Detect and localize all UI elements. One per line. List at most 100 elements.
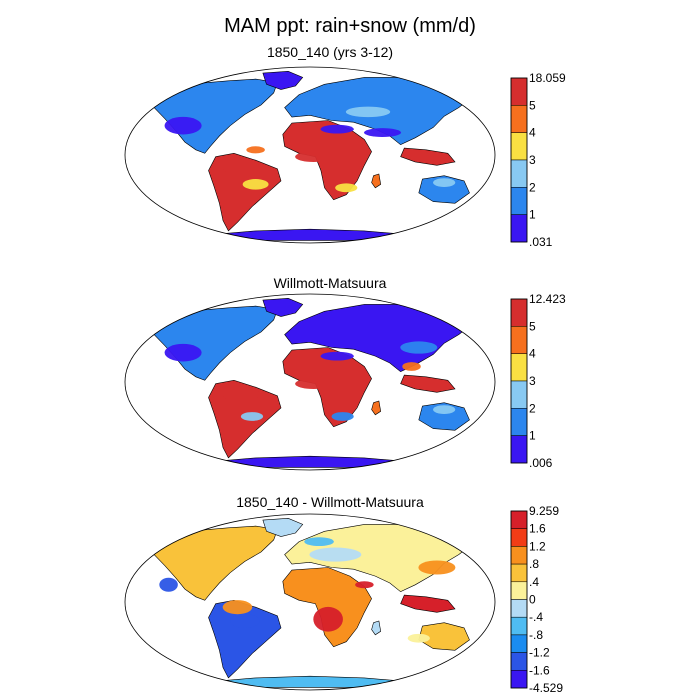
field-patch	[418, 560, 456, 575]
map-border	[124, 66, 496, 244]
field-patch	[309, 547, 362, 562]
colorbar-swatch	[510, 187, 528, 215]
colorbar-label: 0	[529, 593, 536, 607]
colorbar-swatch	[510, 159, 528, 188]
panel-title: 1850_140 - Willmott-Matsuura	[236, 494, 424, 510]
continent-australia	[418, 175, 470, 204]
colorbar-label: 5	[529, 319, 536, 333]
colorbar-label: 1	[529, 429, 536, 443]
field-patch	[164, 343, 202, 362]
panel-diff: 1850_140 - Willmott-Matsuura 9.259 1.6 1.2.…	[124, 494, 563, 695]
colorbar-label: 2	[529, 401, 536, 415]
field-patch	[335, 183, 358, 193]
field-patch	[222, 600, 253, 615]
field-patch	[295, 378, 333, 390]
colorbar-swatch	[510, 298, 528, 327]
colorbar-swatch	[510, 670, 528, 689]
continent-south-america	[208, 152, 282, 232]
colorbar-swatch	[510, 563, 528, 583]
colorbar-label: 3	[529, 374, 536, 388]
figure-title: MAM ppt: rain+snow (mm/d)	[224, 15, 476, 37]
colorbar-label: 18.059	[529, 71, 566, 85]
field-patch	[320, 124, 354, 134]
colorbar-label: 5	[529, 98, 536, 112]
colorbar-swatch	[510, 214, 528, 243]
field-patch	[320, 351, 354, 361]
colorbar-label: -1.2	[529, 646, 550, 660]
colorbar-swatch	[510, 652, 528, 671]
continent-antarctica	[204, 675, 416, 688]
colorbar-swatch	[510, 581, 528, 600]
field-patch	[222, 159, 260, 175]
colorbar-label: 2	[529, 180, 536, 194]
continent-australia	[418, 402, 470, 431]
continent-antarctica	[204, 228, 416, 241]
field-patch	[364, 128, 402, 137]
continent-madagascar	[371, 620, 382, 636]
colorbar-swatch	[510, 435, 528, 464]
panels-layer: 1850_140 (yrs 3-12) 18.059 5 4 3 2 1 .031 Willmo…	[124, 44, 566, 695]
field-patch	[402, 362, 421, 371]
colorbar-label: 1.2	[529, 539, 546, 553]
continent-new-zealand	[478, 649, 487, 661]
field-patch	[164, 116, 202, 135]
map-border	[124, 513, 496, 691]
colorbar-label: .031	[529, 235, 553, 249]
colorbar: 12.423 5 4 3 2 1 .006	[510, 292, 566, 470]
field-patch	[433, 405, 456, 414]
colorbar-swatch	[510, 408, 528, 436]
continent-north-america	[146, 305, 278, 381]
colorbar-label: .8	[529, 557, 539, 571]
colorbar-label: 12.423	[529, 292, 566, 306]
colorbar: 9.259 1.6 1.2 .8 .4 0 -.4 -.8 -1.2 -1.6 -4.529	[510, 504, 563, 695]
field-patch	[304, 537, 334, 547]
continent-antarctica	[204, 455, 416, 468]
colorbar-label: -4.529	[529, 681, 563, 695]
continent-greenland	[262, 70, 304, 90]
colorbar: 18.059 5 4 3 2 1 .031	[510, 71, 566, 249]
continent-new-zealand	[478, 429, 487, 441]
continent-indonesia	[400, 147, 456, 166]
field-patch	[222, 386, 260, 402]
colorbar-label: 1.6	[529, 522, 546, 536]
field-patch	[407, 633, 430, 643]
colorbar-swatch	[510, 528, 528, 547]
field-patch	[246, 146, 265, 154]
colorbar-swatch	[510, 353, 528, 382]
panel-obs: Willmott-Matsuura 12.423 5 4 3 2 1 .006	[124, 275, 566, 471]
continent-new-zealand	[478, 202, 487, 214]
field-patch	[240, 412, 264, 421]
colorbar-label: 1	[529, 208, 536, 222]
land-layer	[146, 297, 487, 468]
colorbar-swatch	[510, 546, 528, 565]
colorbar-frame	[510, 510, 528, 689]
colorbar-label: 4	[529, 126, 536, 140]
colorbar-label: -.4	[529, 610, 543, 624]
colorbar-swatch	[510, 326, 528, 354]
continent-north-america	[146, 525, 278, 601]
field-patch	[242, 179, 269, 190]
field-patch	[345, 106, 391, 118]
colorbar-swatch	[510, 77, 528, 106]
colorbar-swatch	[510, 380, 528, 409]
colorbar-swatch	[510, 510, 528, 529]
colorbar-swatch	[510, 105, 528, 133]
continent-indonesia	[400, 374, 456, 393]
land-layer	[146, 517, 487, 688]
continent-madagascar	[371, 400, 382, 416]
field-patch	[159, 577, 178, 592]
continent-greenland	[262, 517, 304, 537]
colorbar-label: .4	[529, 575, 539, 589]
field-patch	[295, 151, 333, 163]
colorbar-swatch	[510, 616, 528, 636]
field-patch	[313, 606, 343, 632]
colorbar-label: 4	[529, 347, 536, 361]
continent-north-america	[146, 78, 278, 154]
colorbar-label: -1.6	[529, 663, 550, 677]
field-patch	[400, 341, 438, 354]
continent-south-america	[208, 599, 282, 679]
colorbar-label: -.8	[529, 628, 543, 642]
continent-eurasia	[284, 304, 474, 373]
colorbar-swatch	[510, 599, 528, 618]
